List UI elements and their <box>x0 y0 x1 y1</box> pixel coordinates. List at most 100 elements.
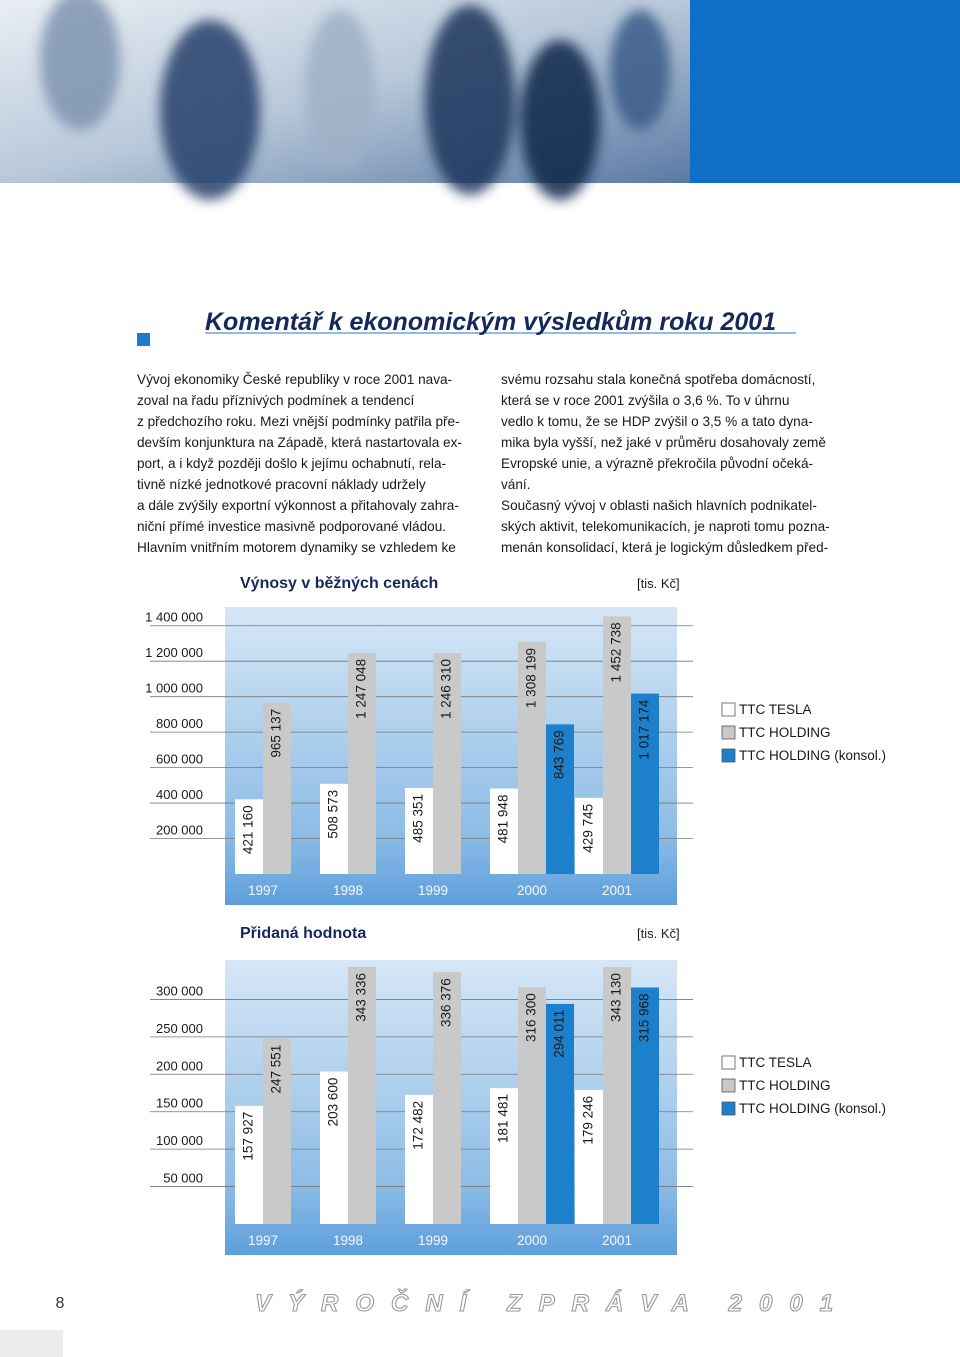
page-title: Komentář k ekonomickým výsledkům roku 20… <box>205 308 776 336</box>
value-label: 294 011 <box>552 1010 567 1058</box>
corner-block <box>0 1330 63 1357</box>
x-tick-label: 2001 <box>602 883 632 898</box>
bar <box>546 1003 574 1224</box>
text-line: svému rozsahu stala konečná spotřeba dom… <box>501 372 815 387</box>
value-label: 1 017 174 <box>637 699 652 760</box>
value-label: 1 452 738 <box>609 622 624 682</box>
page-number: 8 <box>56 1295 65 1312</box>
bar <box>603 967 631 1224</box>
text-line: Současný vývoj v oblasti našich hlavních… <box>501 498 817 513</box>
x-tick-label: 2001 <box>602 1233 632 1248</box>
bar <box>518 642 546 874</box>
y-tick-label: 600 000 <box>156 752 203 767</box>
bar <box>603 616 631 874</box>
charts: Výnosy v běžných cenách [tis. Kč] 200 000 4… <box>145 575 886 1255</box>
value-label: 429 745 <box>581 804 596 853</box>
value-label: 508 573 <box>326 790 341 839</box>
publication-name: VÝROČNÍ ZPRÁVA 2001 <box>255 1289 850 1317</box>
chart-title: Přidaná hodnota <box>240 925 366 942</box>
text-line: ských aktivit, telekomunikacích, je napr… <box>501 519 830 534</box>
bar <box>575 1089 603 1224</box>
value-label: 843 769 <box>552 730 567 779</box>
legend-swatch <box>721 748 736 763</box>
bar <box>518 987 546 1224</box>
value-label: 421 160 <box>241 805 256 854</box>
bar <box>263 702 291 874</box>
bar <box>405 787 433 874</box>
legend-label: TTC TESLA <box>739 1055 812 1070</box>
x-tick-label: 1997 <box>248 883 278 898</box>
value-label: 1 246 310 <box>439 659 454 719</box>
text-line: vání. <box>501 477 530 492</box>
y-tick-label: 1 400 000 <box>145 610 203 625</box>
x-tick-label: 1998 <box>333 1233 363 1248</box>
value-label: 1 247 048 <box>354 659 369 719</box>
y-tick-label: 300 000 <box>156 983 203 998</box>
text-line: vedlo k tomu, že se HDP zvýšil o 3,5 % a… <box>501 414 813 429</box>
x-tick-label: 1997 <box>248 1233 278 1248</box>
x-tick-label: 1998 <box>333 883 363 898</box>
value-label: 343 336 <box>354 973 369 1022</box>
text-line: menán konsolidací, která je logickým důs… <box>501 540 828 555</box>
bar <box>490 788 518 874</box>
text-line: devším konjunktura na Západě, která nast… <box>137 435 462 450</box>
legend-label: TTC HOLDING <box>739 1078 831 1093</box>
value-label: 481 948 <box>496 795 511 844</box>
y-tick-label: 200 000 <box>156 1058 203 1073</box>
y-tick-label: 150 000 <box>156 1096 203 1111</box>
text-line: tivně nízké jednotkové pracovní náklady … <box>137 477 426 492</box>
text-line: zoval na řadu příznivých podmínek a tend… <box>137 393 415 408</box>
legend-label: TTC HOLDING <box>739 725 831 740</box>
value-label: 343 130 <box>609 973 624 1022</box>
legend-swatch <box>721 702 736 717</box>
legend-label: TTC HOLDING (konsol.) <box>739 1101 886 1116</box>
y-tick-label: 400 000 <box>156 787 203 802</box>
text-line: z předchozího roku. Mezi vnější podmínky… <box>137 414 460 429</box>
value-label: 157 927 <box>241 1112 256 1161</box>
y-tick-label: 1 200 000 <box>145 645 203 660</box>
bar <box>546 724 574 874</box>
text-line: Hlavním vnitřním motorem dynamiky se vzh… <box>137 540 456 555</box>
y-tick-label: 200 000 <box>156 823 203 838</box>
chart: Přidaná hodnota [tis. Kč] 50 000 100 000 150… <box>150 925 886 1255</box>
chart: Výnosy v běžných cenách [tis. Kč] 200 000 4… <box>145 575 886 905</box>
legend-swatch <box>721 1101 736 1116</box>
value-label: 316 300 <box>524 993 539 1042</box>
title-marker <box>137 333 150 346</box>
chart-title: Výnosy v běžných cenách <box>240 575 438 592</box>
text-line: niční přímé investice masivně podporovan… <box>137 519 446 534</box>
y-tick-label: 800 000 <box>156 716 203 731</box>
bar <box>405 1094 433 1224</box>
bar <box>631 987 659 1224</box>
bar <box>433 972 461 1224</box>
legend-label: TTC HOLDING (konsol.) <box>739 748 886 763</box>
text-line: mika byla vyšší, než jaké v průměru dosa… <box>501 435 826 450</box>
x-tick-label: 2000 <box>517 1233 547 1248</box>
value-label: 965 137 <box>269 709 284 758</box>
y-tick-label: 100 000 <box>156 1133 203 1148</box>
value-label: 1 308 199 <box>524 648 539 708</box>
legend-swatch <box>721 725 736 740</box>
bar <box>575 797 603 874</box>
value-label: 172 482 <box>411 1101 426 1150</box>
value-label: 485 351 <box>411 794 426 843</box>
legend-swatch <box>721 1078 736 1093</box>
legend-label: TTC TESLA <box>739 702 812 717</box>
value-label: 179 246 <box>581 1096 596 1145</box>
y-tick-label: 250 000 <box>156 1021 203 1036</box>
value-label: 315 968 <box>637 993 652 1042</box>
bar <box>631 693 659 874</box>
body-text: Vývoj ekonomiky České republiky v roce 2… <box>137 372 830 555</box>
value-label: 336 376 <box>439 978 454 1027</box>
bar <box>263 1038 291 1224</box>
value-label: 203 600 <box>326 1078 341 1127</box>
y-tick-label: 1 000 000 <box>145 681 203 696</box>
header-photo <box>0 0 960 200</box>
text-line: Evropské unie, a výrazně překročila půvo… <box>501 456 813 471</box>
y-tick-label: 50 000 <box>163 1171 203 1186</box>
unit-label: [tis. Kč] <box>637 576 680 591</box>
bar <box>348 652 376 874</box>
bar <box>490 1088 518 1224</box>
legend-swatch <box>721 1055 736 1070</box>
